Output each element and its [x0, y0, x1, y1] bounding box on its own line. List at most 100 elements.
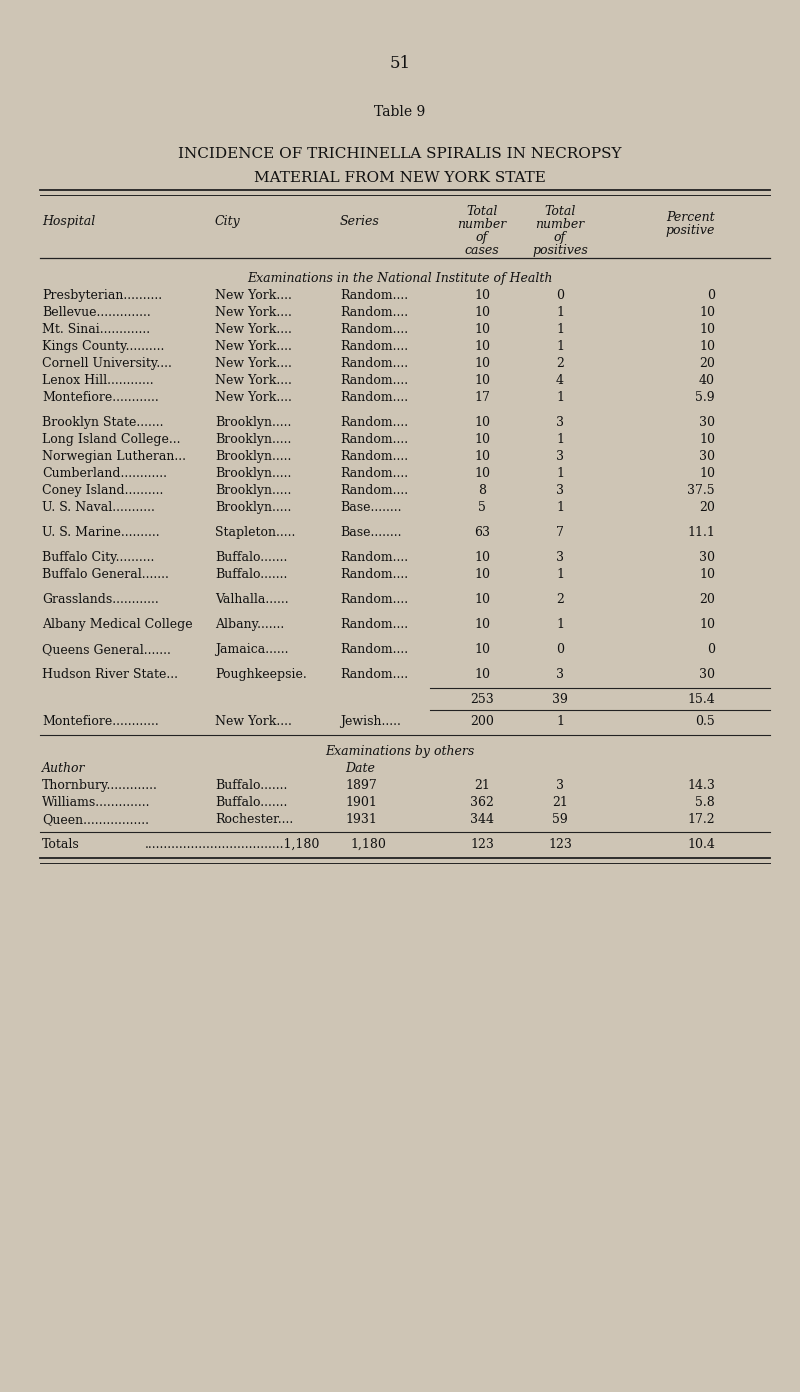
Text: 362: 362 [470, 796, 494, 809]
Text: 1: 1 [556, 306, 564, 319]
Text: Grasslands............: Grasslands............ [42, 593, 158, 606]
Text: number: number [535, 219, 585, 231]
Text: 2: 2 [556, 356, 564, 370]
Text: 7: 7 [556, 526, 564, 539]
Text: Hudson River State...: Hudson River State... [42, 668, 178, 681]
Text: 0.5: 0.5 [695, 715, 715, 728]
Text: 3: 3 [556, 484, 564, 497]
Text: 0: 0 [707, 290, 715, 302]
Text: 253: 253 [470, 693, 494, 706]
Text: Buffalo City..........: Buffalo City.......... [42, 551, 154, 564]
Text: Base........: Base........ [340, 526, 402, 539]
Text: Buffalo General.......: Buffalo General....... [42, 568, 169, 580]
Text: Random....: Random.... [340, 290, 408, 302]
Text: 10: 10 [474, 416, 490, 429]
Text: Buffalo.......: Buffalo....... [215, 568, 287, 580]
Text: 10: 10 [699, 568, 715, 580]
Text: 30: 30 [699, 450, 715, 464]
Text: Date: Date [345, 761, 375, 775]
Text: 20: 20 [699, 593, 715, 606]
Text: Mt. Sinai.............: Mt. Sinai............. [42, 323, 150, 335]
Text: 10: 10 [474, 568, 490, 580]
Text: Brooklyn.....: Brooklyn..... [215, 450, 291, 464]
Text: 10: 10 [474, 643, 490, 656]
Text: 0: 0 [556, 643, 564, 656]
Text: 10: 10 [474, 668, 490, 681]
Text: Norwegian Lutheran...: Norwegian Lutheran... [42, 450, 186, 464]
Text: of: of [476, 231, 488, 244]
Text: 1897: 1897 [345, 780, 377, 792]
Text: Random....: Random.... [340, 568, 408, 580]
Text: MATERIAL FROM NEW YORK STATE: MATERIAL FROM NEW YORK STATE [254, 171, 546, 185]
Text: Random....: Random.... [340, 466, 408, 480]
Text: 5: 5 [478, 501, 486, 514]
Text: New York....: New York.... [215, 356, 292, 370]
Text: 1,180: 1,180 [350, 838, 386, 851]
Text: 3: 3 [556, 668, 564, 681]
Text: Series: Series [340, 214, 380, 228]
Text: Percent: Percent [666, 212, 714, 224]
Text: 30: 30 [699, 416, 715, 429]
Text: Jamaica......: Jamaica...... [215, 643, 289, 656]
Text: Author: Author [42, 761, 86, 775]
Text: of: of [554, 231, 566, 244]
Text: Total: Total [544, 205, 576, 219]
Text: Brooklyn.....: Brooklyn..... [215, 466, 291, 480]
Text: 10: 10 [699, 466, 715, 480]
Text: Buffalo.......: Buffalo....... [215, 551, 287, 564]
Text: 37.5: 37.5 [687, 484, 715, 497]
Text: 1: 1 [556, 715, 564, 728]
Text: U. S. Naval...........: U. S. Naval........... [42, 501, 155, 514]
Text: 10: 10 [474, 433, 490, 445]
Text: 1: 1 [556, 618, 564, 631]
Text: Brooklyn.....: Brooklyn..... [215, 484, 291, 497]
Text: Examinations in the National Institute of Health: Examinations in the National Institute o… [247, 271, 553, 285]
Text: Random....: Random.... [340, 551, 408, 564]
Text: Random....: Random.... [340, 668, 408, 681]
Text: 10: 10 [474, 466, 490, 480]
Text: 123: 123 [470, 838, 494, 851]
Text: Brooklyn State.......: Brooklyn State....... [42, 416, 163, 429]
Text: Queen.................: Queen................. [42, 813, 149, 825]
Text: Random....: Random.... [340, 433, 408, 445]
Text: 10: 10 [699, 340, 715, 354]
Text: positive: positive [666, 224, 714, 237]
Text: 15.4: 15.4 [687, 693, 715, 706]
Text: Stapleton.....: Stapleton..... [215, 526, 295, 539]
Text: 0: 0 [707, 643, 715, 656]
Text: 14.3: 14.3 [687, 780, 715, 792]
Text: Random....: Random.... [340, 374, 408, 387]
Text: 21: 21 [474, 780, 490, 792]
Text: 8: 8 [478, 484, 486, 497]
Text: 17: 17 [474, 391, 490, 404]
Text: 344: 344 [470, 813, 494, 825]
Text: 30: 30 [699, 551, 715, 564]
Text: 1: 1 [556, 391, 564, 404]
Text: New York....: New York.... [215, 715, 292, 728]
Text: 1: 1 [556, 433, 564, 445]
Text: New York....: New York.... [215, 340, 292, 354]
Text: 2: 2 [556, 593, 564, 606]
Text: 17.2: 17.2 [687, 813, 715, 825]
Text: Lenox Hill............: Lenox Hill............ [42, 374, 154, 387]
Text: 10: 10 [474, 290, 490, 302]
Text: 1: 1 [556, 501, 564, 514]
Text: Queens General.......: Queens General....... [42, 643, 171, 656]
Text: 10: 10 [474, 450, 490, 464]
Text: Random....: Random.... [340, 416, 408, 429]
Text: Jewish.....: Jewish..... [340, 715, 401, 728]
Text: number: number [458, 219, 506, 231]
Text: Hospital: Hospital [42, 214, 95, 228]
Text: 10: 10 [474, 340, 490, 354]
Text: Thornbury.............: Thornbury............. [42, 780, 158, 792]
Text: Buffalo.......: Buffalo....... [215, 780, 287, 792]
Text: 5.8: 5.8 [695, 796, 715, 809]
Text: INCIDENCE OF TRICHINELLA SPIRALIS IN NECROPSY: INCIDENCE OF TRICHINELLA SPIRALIS IN NEC… [178, 148, 622, 161]
Text: 3: 3 [556, 416, 564, 429]
Text: Albany Medical College: Albany Medical College [42, 618, 193, 631]
Text: 5.9: 5.9 [695, 391, 715, 404]
Text: Random....: Random.... [340, 323, 408, 335]
Text: 10: 10 [699, 306, 715, 319]
Text: 1: 1 [556, 323, 564, 335]
Text: City: City [215, 214, 241, 228]
